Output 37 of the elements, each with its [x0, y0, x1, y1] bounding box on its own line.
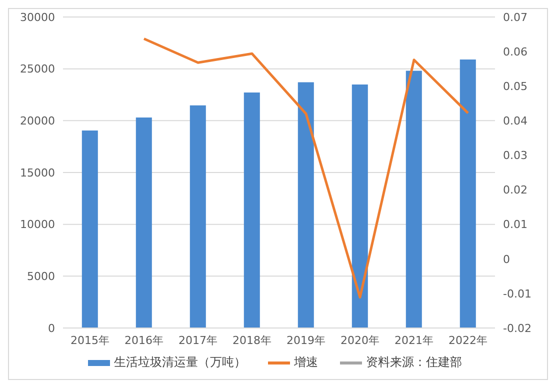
- y-tick-label: 15000: [20, 166, 55, 180]
- bar: [406, 70, 422, 328]
- y2-tick-label: 0.03: [503, 149, 528, 162]
- y2-tick-label: 0.05: [503, 80, 528, 94]
- bar: [352, 84, 368, 328]
- y-tick-label: 20000: [20, 114, 55, 128]
- x-tick-label: 2019年: [286, 334, 326, 347]
- x-tick-label: 2020年: [340, 334, 380, 347]
- x-tick-label: 2021年: [394, 334, 434, 347]
- y-tick-label: 0: [48, 322, 55, 335]
- bar: [460, 60, 476, 328]
- legend-label: 生活垃圾清运量（万吨）: [113, 354, 246, 371]
- y-tick-label: 10000: [20, 218, 55, 232]
- y-tick-label: 5000: [27, 270, 55, 284]
- y2-tick-label: 0.02: [503, 184, 528, 197]
- x-tick-label: 2016年: [124, 334, 164, 347]
- y-tick-label: 25000: [20, 62, 55, 76]
- x-tick-label: 2017年: [178, 334, 218, 347]
- x-tick-label: 2018年: [232, 334, 272, 347]
- x-tick-label: 2022年: [448, 334, 488, 347]
- bar: [136, 117, 152, 328]
- y2-tick-label: 0.07: [503, 10, 528, 24]
- y2-tick-label: 0: [503, 252, 510, 266]
- bar: [82, 130, 98, 328]
- line-series: [142, 38, 470, 298]
- y2-tick-label: 0.06: [503, 45, 528, 58]
- y2-tick-label: 0.01: [503, 218, 528, 232]
- bar: [298, 82, 314, 328]
- x-tick-label: 2015年: [70, 334, 110, 347]
- bar: [190, 105, 206, 328]
- y2-tick-label: 0.04: [503, 114, 528, 128]
- y2-tick-label: -0.01: [503, 287, 532, 300]
- y-tick-label: 30000: [20, 10, 55, 24]
- bar: [244, 92, 260, 328]
- y2-tick-label: -0.02: [503, 322, 532, 335]
- text: 资料来源：住建部: [365, 354, 462, 371]
- legend-label: 增速: [293, 354, 318, 371]
